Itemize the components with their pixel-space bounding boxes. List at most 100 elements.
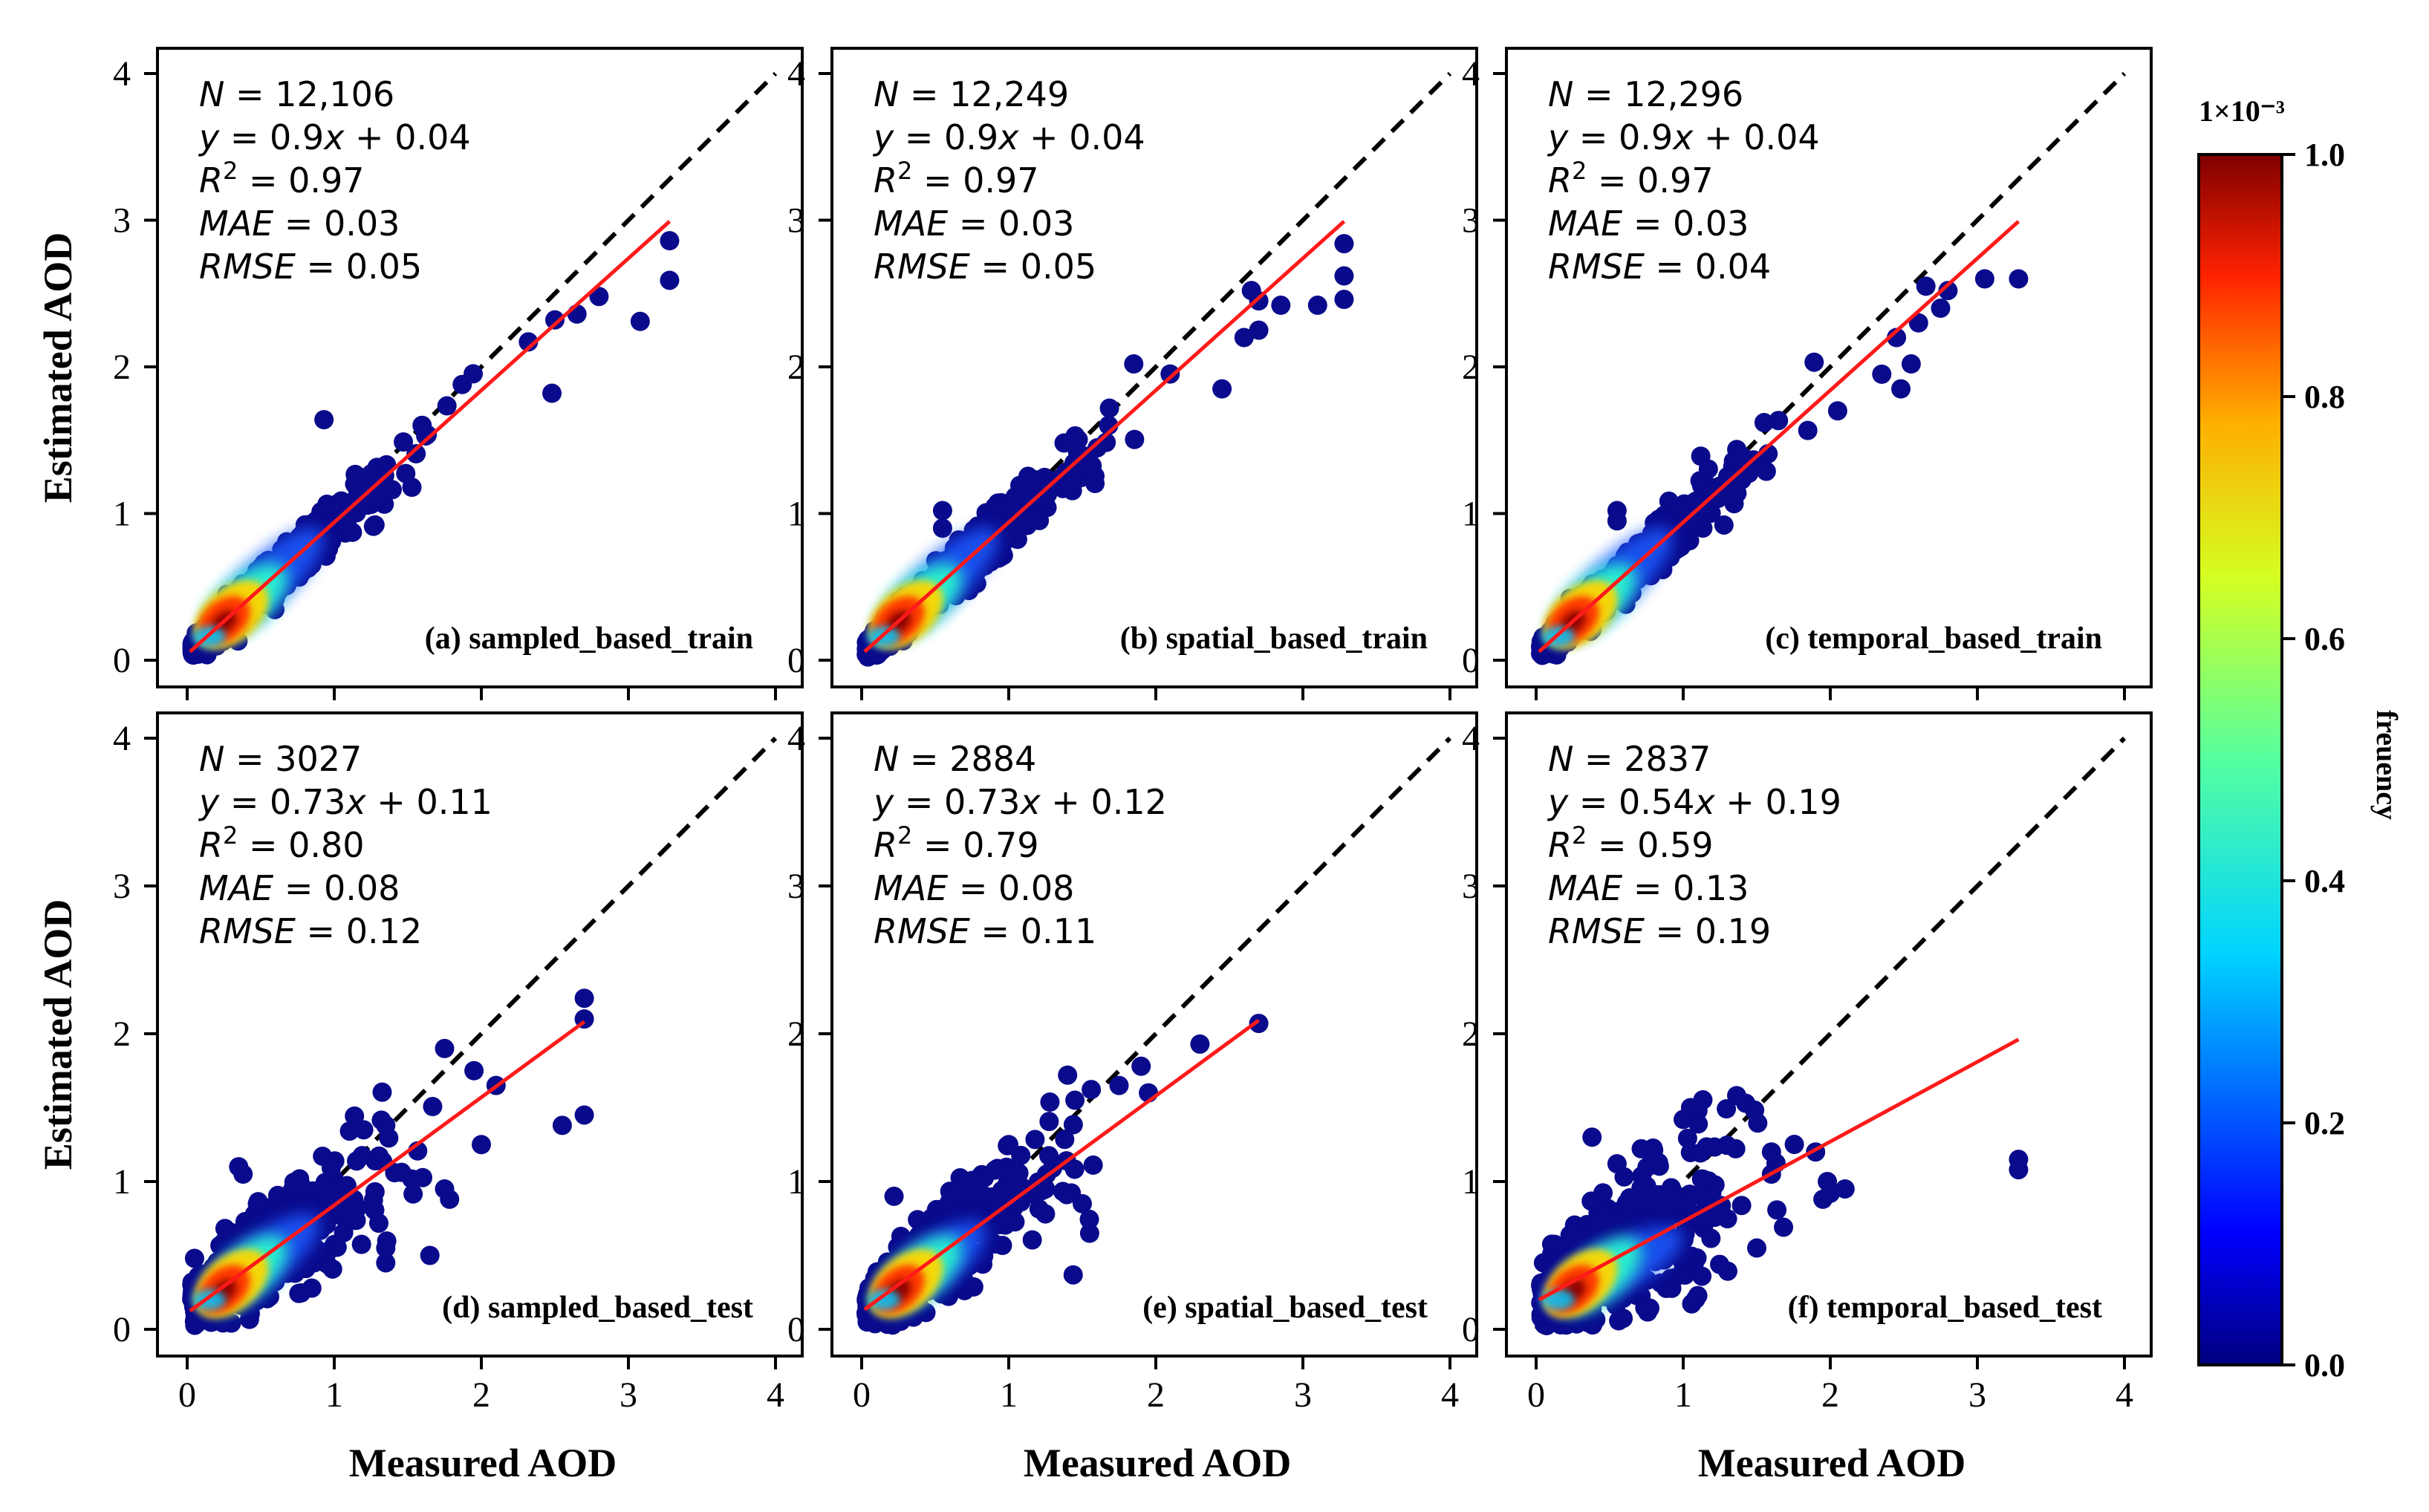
data-point (1692, 1266, 1712, 1286)
y-tick-label: 1 (113, 1162, 131, 1202)
data-point (1668, 1191, 1688, 1211)
data-point (1030, 488, 1050, 508)
y-tick-label: 0 (787, 641, 805, 680)
data-point (325, 1151, 345, 1171)
outlier-point (1974, 269, 1994, 289)
outlier-point (932, 501, 952, 521)
stat-rmse: RMSE = 0.11 (874, 911, 1096, 951)
stat-r2: R2 = 0.97 (199, 157, 365, 201)
stat-r2: R2 = 0.59 (1548, 821, 1714, 865)
y-tick-label: 4 (787, 719, 805, 758)
outlier-point (1891, 379, 1911, 399)
data-point (1717, 1209, 1737, 1229)
stat-rmse: RMSE = 0.04 (1548, 247, 1771, 287)
y-tick-label: 3 (113, 201, 131, 241)
y-tick-label: 2 (1462, 1014, 1480, 1054)
y-tick-label: 1 (1462, 1162, 1480, 1202)
outlier-point (464, 1060, 484, 1081)
outlier-point (660, 270, 680, 290)
outlier-point (574, 988, 594, 1008)
data-point (1726, 1138, 1746, 1159)
stat-n: N = 2837 (1548, 739, 1711, 779)
y-tick-label: 1 (1462, 495, 1480, 534)
data-point (1596, 1206, 1616, 1226)
data-point (396, 463, 416, 483)
outlier-point (376, 1238, 396, 1258)
y-tick-label: 2 (787, 348, 805, 387)
stat-mae: MAE = 0.03 (1548, 203, 1749, 244)
stat-fit: y = 0.9x + 0.04 (198, 117, 471, 157)
outlier-point (1131, 1056, 1151, 1076)
y-tick-label: 4 (1462, 719, 1480, 758)
data-point (1063, 1265, 1083, 1285)
stat-fit: y = 0.9x + 0.04 (1547, 117, 1820, 157)
stat-mae: MAE = 0.03 (199, 203, 400, 244)
outlier-point (1761, 1142, 1781, 1162)
data-point (1702, 481, 1722, 501)
data-point (1726, 1086, 1746, 1106)
stat-fit: y = 0.9x + 0.04 (872, 117, 1145, 157)
outlier-point (452, 374, 472, 394)
data-point (1025, 1130, 1045, 1150)
y-tick-label: 0 (1462, 641, 1480, 680)
stat-rmse: RMSE = 0.19 (1548, 911, 1771, 951)
x-tick-label: 0 (1527, 1375, 1545, 1415)
data-point (351, 467, 371, 487)
data-point (1040, 1092, 1060, 1112)
stat-n: N = 12,106 (199, 74, 394, 114)
data-point (1015, 502, 1035, 522)
outlier-point (1818, 1172, 1838, 1191)
data-point (1717, 1099, 1737, 1119)
data-point (1039, 1112, 1059, 1132)
outlier-point (589, 287, 609, 307)
data-point (327, 1237, 347, 1257)
outlier-point (1124, 354, 1144, 374)
data-point (322, 1259, 342, 1279)
y-tick-label: 2 (1462, 348, 1480, 387)
data-point (1633, 1202, 1654, 1222)
outlier-point (1271, 296, 1291, 316)
outlier-point (1827, 401, 1847, 421)
plot-area (1530, 71, 2127, 665)
outlier-point (567, 304, 587, 324)
outlier-point (1754, 413, 1774, 433)
data-point (1638, 1302, 1658, 1322)
outlier-point (1747, 1238, 1766, 1258)
y-tick-label: 2 (113, 1014, 131, 1054)
y-tick-label: 1 (787, 1162, 805, 1202)
data-point (925, 1206, 945, 1226)
panel-label: (e) spatial_based_test (1142, 1291, 1428, 1325)
data-point (1009, 475, 1030, 495)
outlier-point (1607, 511, 1627, 531)
stat-rmse: RMSE = 0.12 (199, 911, 422, 951)
data-point (352, 1146, 372, 1166)
data-point (1160, 364, 1180, 384)
stat-n: N = 12,296 (1548, 74, 1743, 114)
data-point (1545, 1234, 1565, 1254)
density-lowcyan (1541, 1289, 1575, 1311)
data-point (1767, 1200, 1787, 1220)
stat-r2: R2 = 0.79 (874, 821, 1039, 865)
data-point (347, 1198, 367, 1218)
x-tick-label: 2 (1147, 1375, 1165, 1415)
y-tick-label: 0 (113, 641, 131, 680)
outlier-point (1835, 1179, 1855, 1199)
outlier-point (1938, 281, 1958, 301)
outlier-point (660, 231, 680, 251)
y-tick-label: 0 (113, 1310, 131, 1349)
outlier-point (630, 311, 650, 331)
y-tick-label: 2 (113, 348, 131, 387)
data-point (1689, 1185, 1709, 1205)
colorbar-ticks: 0.00.20.40.60.81.0 (2282, 137, 2345, 1384)
panel-label: (c) temporal_based_train (1765, 622, 2102, 656)
data-point (372, 1082, 392, 1102)
data-point (382, 480, 402, 500)
